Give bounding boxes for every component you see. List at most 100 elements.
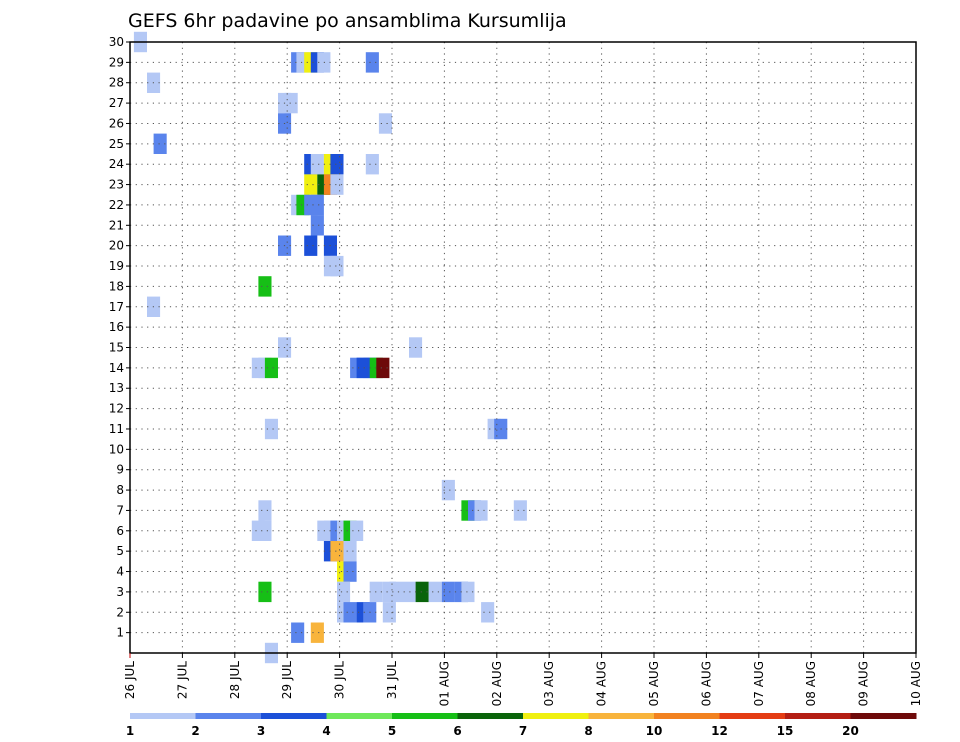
heatmap-cell [330, 541, 344, 562]
y-tick-label: 29 [109, 55, 124, 69]
colorbar-swatch [850, 713, 917, 719]
heatmap-cell [304, 235, 318, 256]
gridlines [130, 42, 916, 653]
heatmap-cell [284, 92, 298, 114]
heatmap-cell [153, 133, 167, 154]
y-tick-label: 19 [109, 259, 124, 273]
colorbar-label: 6 [453, 724, 461, 738]
colorbar-label: 20 [842, 724, 859, 738]
x-tick-label: 30 JUL [333, 661, 347, 699]
x-tick-label: 06 AUG [699, 661, 713, 706]
x-tick-label: 03 AUG [542, 661, 556, 706]
y-tick-label: 10 [109, 442, 124, 456]
heatmap-cell [330, 255, 344, 277]
x-tick-label: 07 AUG [752, 661, 766, 706]
y-tick-label: 28 [109, 76, 124, 90]
x-tick-label: 01 AUG [437, 661, 451, 706]
y-tick-label: 6 [116, 524, 124, 538]
colorbar-swatch [785, 713, 851, 719]
colorbar-swatch [261, 713, 327, 719]
heatmap-cell [310, 622, 324, 643]
x-tick-label: 27 JUL [175, 661, 189, 699]
y-tick-label: 30 [109, 35, 124, 49]
y-tick-label: 23 [109, 178, 124, 192]
heatmap-cell [258, 520, 272, 541]
colorbar-label: 1 [126, 724, 134, 738]
heatmap-cell [337, 581, 351, 603]
y-tick-label: 20 [109, 239, 124, 253]
heatmap-cell [365, 154, 379, 175]
heatmap-cell [474, 500, 488, 521]
colorbar-swatch [654, 713, 720, 719]
colorbar-swatch [588, 713, 655, 719]
heatmap-cell [415, 581, 429, 603]
y-tick-label: 1 [116, 626, 124, 640]
heatmap-cell [343, 602, 357, 623]
heatmap-cell [389, 581, 403, 603]
x-tick-label: 26 JUL [123, 661, 137, 699]
heatmap-cell [304, 174, 318, 195]
y-axis: 1234567891011121314151617181920212223242… [109, 35, 130, 640]
x-tick-label: 31 JUL [385, 661, 399, 699]
heatmap-cell [258, 581, 272, 603]
colorbar-label: 12 [711, 724, 728, 738]
y-tick-label: 27 [109, 96, 124, 110]
colorbar-label: 3 [257, 724, 265, 738]
x-tick-label: 29 JUL [280, 661, 294, 699]
heatmap-cell [264, 357, 278, 379]
colorbar-label: 8 [584, 724, 592, 738]
heatmap-cell [343, 561, 357, 582]
heatmap-cells [133, 31, 527, 664]
heatmap-cell [264, 418, 278, 440]
y-tick-label: 16 [109, 320, 124, 334]
x-tick-label: 10 AUG [909, 661, 923, 706]
y-tick-label: 18 [109, 279, 124, 293]
heatmap-cell [481, 602, 495, 623]
x-tick-label: 08 AUG [804, 661, 818, 706]
heatmap-cell [378, 113, 392, 134]
heatmap-cell [365, 52, 379, 73]
heatmap-cell [330, 154, 344, 175]
x-tick-label: 09 AUG [857, 661, 871, 706]
x-axis: 26 JUL 27 JUL 28 JUL 29 JUL 30 JUL 31 JUL 01 A… [123, 653, 923, 706]
heatmap-cell [441, 479, 455, 501]
colorbar-label: 2 [191, 724, 199, 738]
y-tick-label: 4 [116, 565, 124, 579]
heatmap-cell [428, 581, 442, 603]
y-tick-label: 21 [109, 218, 124, 232]
heatmap-cell [310, 194, 324, 216]
y-tick-label: 25 [109, 137, 124, 151]
y-tick-label: 15 [109, 341, 124, 355]
colorbar: 1 2 3 4 5 6 7 8 10 12 15 20 [126, 713, 917, 738]
colorbar-label: 5 [388, 724, 396, 738]
colorbar-swatch [195, 713, 262, 719]
x-tick-label: 28 JUL [228, 661, 242, 699]
y-tick-label: 11 [109, 422, 124, 436]
colorbar-label: 10 [646, 724, 663, 738]
colorbar-swatch [130, 713, 196, 719]
chart-title: GEFS 6hr padavine po ansamblima Kursumli… [128, 10, 567, 32]
y-tick-label: 3 [116, 585, 124, 599]
colorbar-label: 4 [322, 724, 330, 738]
heatmap-cell [310, 215, 324, 236]
heatmap-cell [310, 154, 324, 175]
heatmap-cell [330, 174, 344, 195]
heatmap-cell [461, 581, 475, 603]
heatmap-cell [513, 500, 527, 521]
y-tick-label: 14 [109, 361, 124, 375]
y-tick-label: 22 [109, 198, 124, 212]
colorbar-swatch [523, 713, 589, 719]
heatmap-cell [343, 541, 357, 562]
heatmap-cell [382, 602, 396, 623]
heatmap-cell [291, 622, 305, 643]
y-tick-label: 8 [116, 483, 124, 497]
y-tick-label: 2 [116, 605, 124, 619]
y-tick-label: 17 [109, 300, 124, 314]
y-tick-label: 12 [109, 402, 124, 416]
heatmap-cell [441, 581, 455, 603]
y-tick-label: 7 [116, 503, 124, 517]
colorbar-label: 7 [519, 724, 527, 738]
x-tick-label: 02 AUG [490, 661, 504, 706]
heatmap-cell [376, 357, 390, 379]
